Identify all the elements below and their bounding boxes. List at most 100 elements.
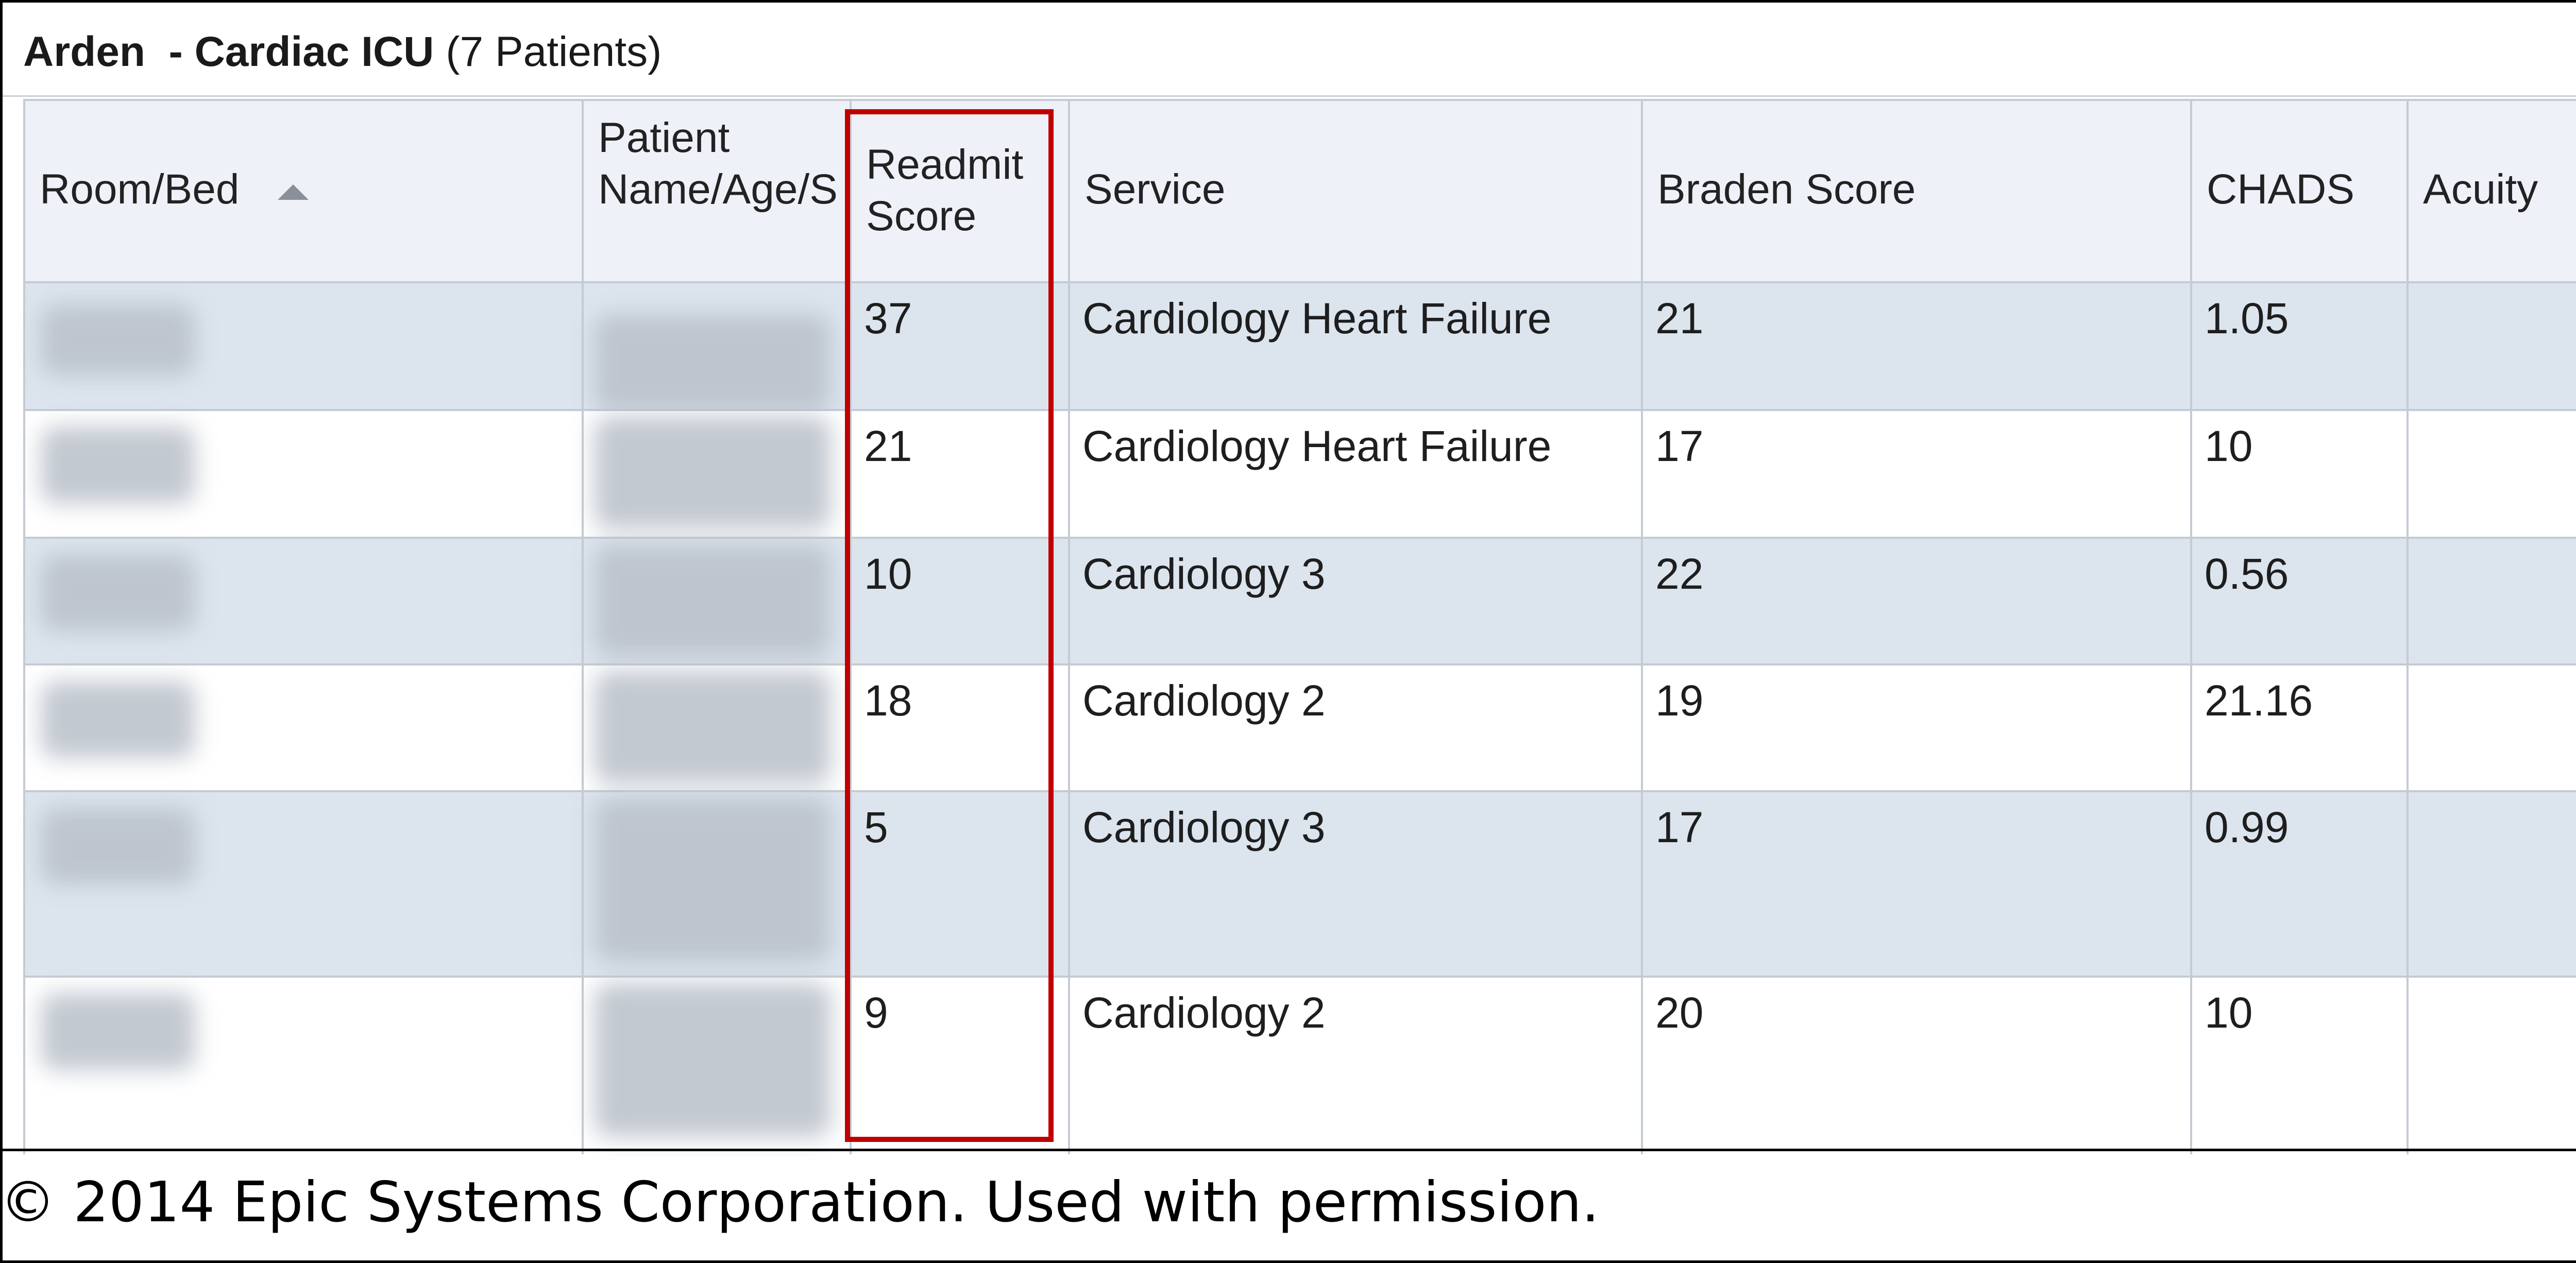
service-cell: Cardiology Heart Failure — [1070, 411, 1643, 537]
chads-value: 10 — [2205, 422, 2253, 470]
braden-score-value: 20 — [1655, 988, 1704, 1037]
service-cell: Cardiology 2 — [1070, 665, 1643, 790]
chads-cell: 21.16 — [2192, 665, 2409, 790]
readmit-score-value: 18 — [864, 676, 912, 725]
chads-value: 21.16 — [2205, 676, 2313, 725]
table-row[interactable]: 18 Cardiology 2 19 21.16 — [25, 665, 2576, 792]
readmit-score-value: 10 — [864, 550, 912, 598]
service-cell: Cardiology 3 — [1070, 792, 1643, 976]
braden-score-cell: 20 — [1643, 978, 2192, 1154]
service-value: Cardiology 3 — [1082, 550, 1326, 598]
room-bed-cell — [25, 283, 584, 409]
column-header-label: Patient — [598, 114, 730, 161]
service-value: Cardiology Heart Failure — [1082, 422, 1552, 470]
column-header-label: Room/Bed — [40, 166, 240, 213]
acuity-cell — [2409, 411, 2576, 537]
readmit-score-cell: 21 — [852, 411, 1070, 537]
room-bed-cell — [25, 665, 584, 790]
room-bed-cell — [25, 539, 584, 663]
braden-score-cell: 19 — [1643, 665, 2192, 790]
braden-score-value: 22 — [1655, 550, 1704, 598]
table-row[interactable]: 5 Cardiology 3 17 0.99 — [25, 792, 2576, 978]
redacted-room-bed — [41, 808, 195, 885]
redacted-patient-info — [594, 983, 831, 1137]
unit-title: Arden - Cardiac ICU (7 Patients) — [23, 26, 662, 78]
braden-score-cell: 17 — [1643, 792, 2192, 976]
column-header-chads[interactable]: CHADS — [2192, 101, 2409, 283]
footer-divider — [3, 1149, 2576, 1151]
table-row[interactable]: 37 Cardiology Heart Failure 21 1.05 — [25, 283, 2576, 412]
chads-value: 1.05 — [2205, 294, 2289, 343]
chads-cell: 0.56 — [2192, 539, 2409, 663]
column-header-service[interactable]: Service — [1070, 101, 1643, 283]
redacted-patient-info — [594, 797, 831, 962]
braden-score-value: 17 — [1655, 422, 1704, 470]
column-header-label: Readmit — [866, 141, 1024, 188]
copyright-notice: © 2014 Epic Systems Corporation. Used wi… — [0, 1170, 1600, 1235]
readmit-score-value: 9 — [864, 988, 888, 1037]
patient-list-table: Room/Bed Patient Name/Age/S Readmit Scor… — [23, 99, 2576, 1154]
patient-cell — [584, 411, 852, 537]
acuity-cell — [2409, 539, 2576, 663]
room-bed-cell — [25, 792, 584, 976]
braden-score-value: 19 — [1655, 676, 1704, 725]
readmit-score-highlight — [845, 109, 1054, 1142]
sort-ascending-icon — [278, 184, 309, 200]
table-row[interactable]: 9 Cardiology 2 20 10 — [25, 978, 2576, 1154]
room-bed-cell — [25, 411, 584, 537]
redacted-room-bed — [41, 681, 195, 758]
braden-score-cell: 22 — [1643, 539, 2192, 663]
service-value: Cardiology 2 — [1082, 676, 1326, 725]
acuity-cell — [2409, 978, 2576, 1154]
braden-score-cell: 17 — [1643, 411, 2192, 537]
redacted-room-bed — [41, 304, 195, 376]
readmit-score-cell: 5 — [852, 792, 1070, 976]
column-header-braden-score[interactable]: Braden Score — [1643, 101, 2192, 283]
braden-score-value: 17 — [1655, 803, 1704, 851]
room-bed-cell — [25, 978, 584, 1154]
readmit-score-value: 5 — [864, 803, 888, 851]
readmit-score-cell: 18 — [852, 665, 1070, 790]
chads-cell: 0.99 — [2192, 792, 2409, 976]
readmit-score-cell: 9 — [852, 978, 1070, 1154]
table-row[interactable]: 10 Cardiology 3 22 0.56 — [25, 539, 2576, 665]
chads-cell: 1.05 — [2192, 283, 2409, 409]
department-name: - Cardiac ICU — [168, 28, 434, 75]
service-cell: Cardiology 2 — [1070, 978, 1643, 1154]
braden-score-cell: 21 — [1643, 283, 2192, 409]
chads-cell: 10 — [2192, 978, 2409, 1154]
redacted-room-bed — [41, 993, 195, 1070]
patient-cell — [584, 539, 852, 663]
service-value: Cardiology 2 — [1082, 988, 1326, 1037]
column-header-acuity[interactable]: Acuity — [2409, 101, 2576, 283]
patient-count: (7 Patients) — [446, 28, 662, 75]
column-header-label: CHADS — [2207, 166, 2355, 213]
unit-title-bar: Arden - Cardiac ICU (7 Patients) — [3, 3, 2576, 97]
column-header-readmit-score[interactable]: Readmit Score — [852, 101, 1070, 283]
patient-cell — [584, 792, 852, 976]
column-header-label: Service — [1084, 166, 1226, 213]
redacted-patient-info — [594, 314, 831, 412]
patient-cell — [584, 665, 852, 790]
acuity-cell — [2409, 283, 2576, 409]
readmit-score-value: 37 — [864, 294, 912, 343]
braden-score-value: 21 — [1655, 294, 1704, 343]
column-header-label: Braden Score — [1657, 166, 1916, 213]
column-header-label-line2: Score — [866, 193, 977, 240]
service-cell: Cardiology Heart Failure — [1070, 283, 1643, 409]
redacted-room-bed — [41, 426, 195, 504]
chads-value: 10 — [2205, 988, 2253, 1037]
readmit-score-cell: 37 — [852, 283, 1070, 409]
table-row[interactable]: 21 Cardiology Heart Failure 17 10 — [25, 411, 2576, 539]
service-value: Cardiology Heart Failure — [1082, 294, 1552, 343]
column-header-room-bed[interactable]: Room/Bed — [25, 101, 584, 283]
readmit-score-value: 21 — [864, 422, 912, 470]
chads-value: 0.99 — [2205, 803, 2289, 851]
column-header-label: Acuity — [2423, 166, 2538, 213]
acuity-cell — [2409, 665, 2576, 790]
patient-cell — [584, 978, 852, 1154]
column-header-patient[interactable]: Patient Name/Age/S — [584, 101, 852, 283]
readmit-score-cell: 10 — [852, 539, 1070, 663]
chads-value: 0.56 — [2205, 550, 2289, 598]
unit-name: Arden — [23, 28, 145, 75]
